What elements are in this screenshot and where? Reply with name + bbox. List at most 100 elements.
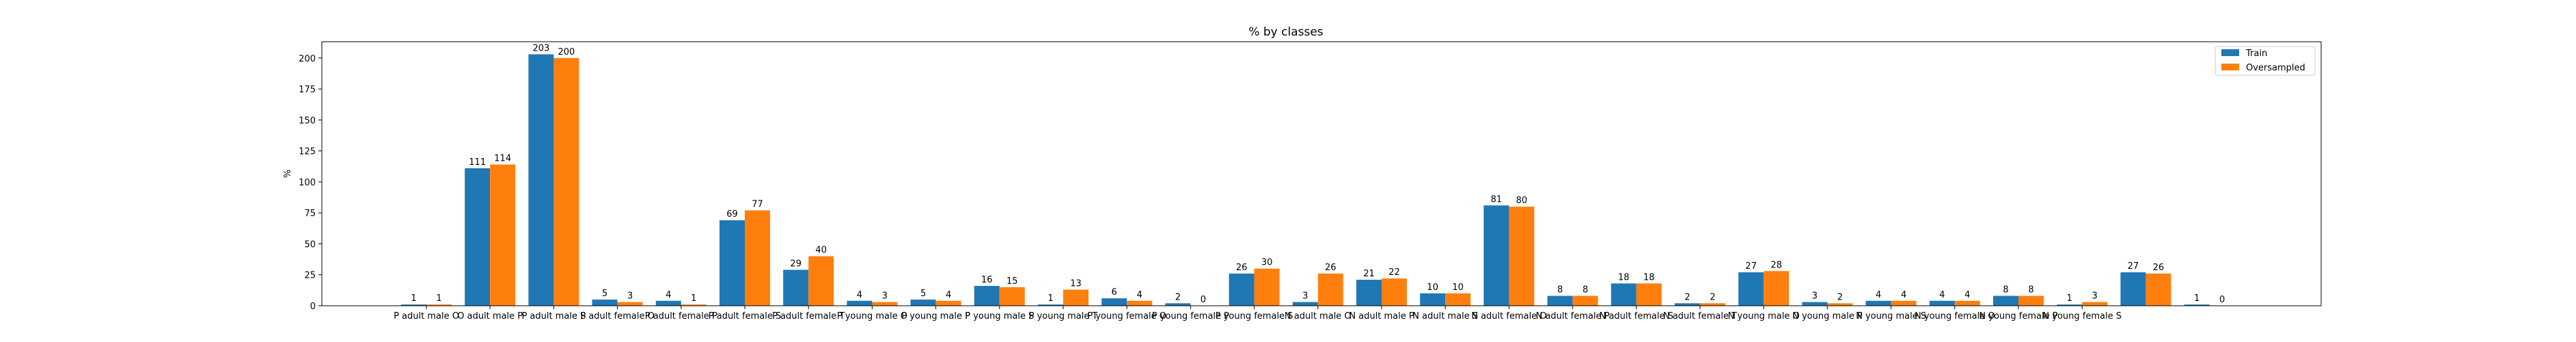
train-bar <box>1101 298 1127 306</box>
train-value-label: 4 <box>857 290 862 300</box>
train-bar <box>1356 279 1382 306</box>
x-tick-label: P young male P <box>901 311 970 321</box>
x-tick-label: P young male S <box>965 311 1034 321</box>
y-tick-label: 125 <box>299 147 316 157</box>
train-bar <box>2184 304 2210 306</box>
x-tick-label: P adult female O <box>580 311 654 321</box>
train-value-label: 111 <box>469 157 486 168</box>
x-tick-label: P young female S <box>1216 311 1293 321</box>
train-bar <box>1165 303 1191 306</box>
train-bar <box>720 220 745 306</box>
train-bar <box>1993 295 2018 306</box>
oversampled-value-label: 8 <box>1582 285 1588 295</box>
train-value-label: 4 <box>666 290 671 300</box>
oversampled-value-label: 1 <box>436 293 441 304</box>
oversampled-value-label: 18 <box>1643 272 1655 282</box>
oversampled-bar <box>1317 273 1343 306</box>
train-value-label: 8 <box>1557 285 1563 295</box>
train-value-label: 8 <box>2003 285 2008 295</box>
train-bar <box>2057 304 2083 306</box>
oversampled-value-label: 0 <box>2219 295 2225 305</box>
oversampled-bar <box>681 304 707 306</box>
oversampled-value-label: 2 <box>1837 292 1843 302</box>
train-value-label: 16 <box>981 275 993 285</box>
train-value-label: 203 <box>532 43 549 53</box>
train-value-label: 1 <box>2194 293 2200 304</box>
x-tick-label: N young female S <box>2042 311 2122 321</box>
x-tick-label: N adult female P <box>1536 311 1610 321</box>
oversampled-bar <box>1509 207 1535 306</box>
train-bar <box>847 300 873 306</box>
x-tick-label: P young male T <box>1029 311 1098 321</box>
oversampled-value-label: 26 <box>2153 263 2165 273</box>
train-bar <box>1483 205 1509 306</box>
oversampled-value-label: 77 <box>752 200 763 210</box>
train-value-label: 1 <box>411 293 416 304</box>
train-bar <box>1929 300 1955 306</box>
y-tick-label: 25 <box>304 271 316 281</box>
train-bar <box>2120 272 2146 306</box>
oversampled-value-label: 28 <box>1770 260 1782 270</box>
y-tick-label: 200 <box>299 54 316 64</box>
oversampled-value-label: 2 <box>1710 292 1715 302</box>
oversampled-value-label: 4 <box>1964 290 1970 300</box>
train-value-label: 21 <box>1363 269 1375 279</box>
oversampled-bar <box>1382 278 1407 306</box>
x-tick-label: N adult male O <box>1285 311 1352 321</box>
x-tick-label: P adult female S <box>709 311 781 321</box>
train-bar <box>528 54 554 306</box>
oversampled-value-label: 13 <box>1070 278 1082 289</box>
train-bar <box>910 299 936 306</box>
oversampled-value-label: 3 <box>2092 291 2098 302</box>
train-bar <box>1675 303 1700 306</box>
train-bar <box>401 304 426 306</box>
x-tick-label: P adult male S <box>521 311 586 321</box>
oversampled-value-label: 200 <box>558 47 575 57</box>
oversampled-bar <box>617 302 643 306</box>
x-tick-label: N adult female O <box>1471 311 1546 321</box>
train-bar <box>1292 302 1318 306</box>
train-bar <box>1738 272 1764 306</box>
oversampled-value-label: 4 <box>1901 290 1906 300</box>
x-tick-label: O adult male P <box>457 311 523 321</box>
legend-swatch-oversampled <box>2221 64 2239 70</box>
legend-label-oversampled: Oversampled <box>2246 63 2305 73</box>
oversampled-bar <box>1827 303 1853 306</box>
oversampled-bar <box>745 210 770 306</box>
train-bar <box>655 300 681 306</box>
x-tick-label: N young male P <box>1792 311 1863 321</box>
oversampled-bar <box>1572 295 1598 306</box>
oversampled-bar <box>1636 283 1662 306</box>
train-value-label: 4 <box>1939 290 1945 300</box>
y-tick-label: 75 <box>304 209 316 219</box>
oversampled-value-label: 40 <box>815 246 827 256</box>
oversampled-value-label: 10 <box>1452 282 1464 293</box>
train-value-label: 5 <box>602 289 607 299</box>
train-value-label: 27 <box>2128 261 2139 272</box>
train-value-label: 2 <box>1684 292 1690 302</box>
legend-label-train: Train <box>2245 49 2267 59</box>
x-tick-label: P adult male O <box>394 311 459 321</box>
oversampled-bar <box>2082 302 2108 306</box>
train-bar <box>592 299 618 306</box>
oversampled-bar <box>426 304 452 306</box>
legend-box <box>2215 46 2316 76</box>
y-axis: 0 25 50 75 100 125 150 175 200 <box>299 54 322 312</box>
y-tick-label: 150 <box>299 116 316 126</box>
train-value-label: 4 <box>1876 290 1881 300</box>
train-bar <box>1865 300 1891 306</box>
train-value-label: 5 <box>920 289 926 299</box>
train-value-label: 6 <box>1112 287 1117 298</box>
x-tick-label: P young female P <box>1152 311 1229 321</box>
train-value-label: 18 <box>1618 272 1630 282</box>
oversampled-bar <box>1254 268 1280 306</box>
train-value-label: 1 <box>2067 293 2072 304</box>
oversampled-value-label: 22 <box>1388 267 1400 278</box>
oversampled-value-label: 0 <box>1201 295 1206 305</box>
x-axis: P adult male OO adult male PP adult male… <box>394 306 2122 321</box>
train-bar <box>1229 273 1255 306</box>
x-tick-label: N young female P <box>1979 311 2057 321</box>
oversampled-bar <box>2018 295 2044 306</box>
